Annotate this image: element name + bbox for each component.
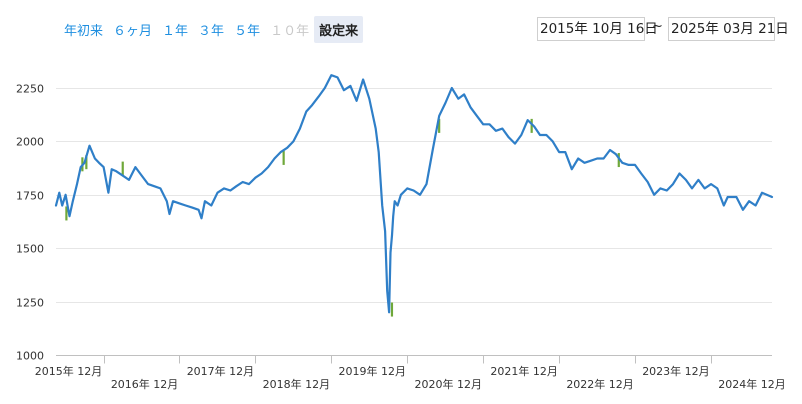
range-button-5y[interactable]: ５年 — [234, 23, 261, 39]
x-tick-label: 2024年 12月 — [718, 377, 786, 391]
x-tick-label: 2017年 12月 — [187, 364, 255, 378]
y-tick-label: 1000 — [16, 350, 44, 363]
grid-lines — [56, 88, 772, 303]
range-button-6m[interactable]: ６ヶ月 — [113, 23, 153, 39]
x-tick-label: 2019年 12月 — [338, 364, 406, 378]
range-button-since-inception[interactable]: 設定来 — [314, 15, 364, 43]
y-tick-label: 1500 — [16, 243, 44, 256]
x-tick-label: 2015年 12月 — [35, 364, 103, 378]
range-button-3y[interactable]: ３年 — [198, 23, 225, 39]
range-button-ytd[interactable]: 年初来 — [64, 23, 104, 39]
range-selector: 年初来 ６ヶ月 １年 ３年 ５年 １０年 設定来 — [59, 14, 364, 44]
range-button-1y[interactable]: １年 — [162, 23, 189, 39]
y-tick-label: 1250 — [16, 297, 44, 310]
x-tick-label: 2016年 12月 — [111, 377, 179, 391]
x-tick-label: 2022年 12月 — [566, 377, 634, 391]
date-range-separator: ~ — [652, 19, 663, 34]
x-tick-label: 2018年 12月 — [263, 377, 331, 391]
y-axis-labels: 1000 1250 1500 1750 2000 2250 — [16, 83, 44, 363]
x-tick-label: 2023年 12月 — [642, 364, 710, 378]
y-tick-label: 2000 — [16, 136, 44, 149]
x-tick-label: 2021年 12月 — [490, 364, 558, 378]
from-date-input[interactable]: 2015年 10月 16日 — [537, 17, 658, 41]
y-tick-label: 2250 — [16, 83, 44, 96]
price-series-line — [54, 74, 774, 314]
range-button-10y: １０年 — [270, 23, 310, 39]
series-layer — [54, 74, 774, 317]
x-tick-label: 2020年 12月 — [415, 377, 483, 391]
to-date-input[interactable]: 2025年 03月 21日 — [668, 17, 789, 41]
y-tick-label: 1750 — [16, 190, 44, 203]
x-axis: 2015年 12月 2016年 12月 2017年 12月 2018年 12月 2019… — [35, 355, 786, 391]
